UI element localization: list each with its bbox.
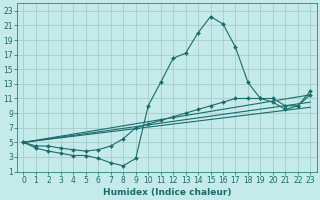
X-axis label: Humidex (Indice chaleur): Humidex (Indice chaleur) [103, 188, 231, 197]
